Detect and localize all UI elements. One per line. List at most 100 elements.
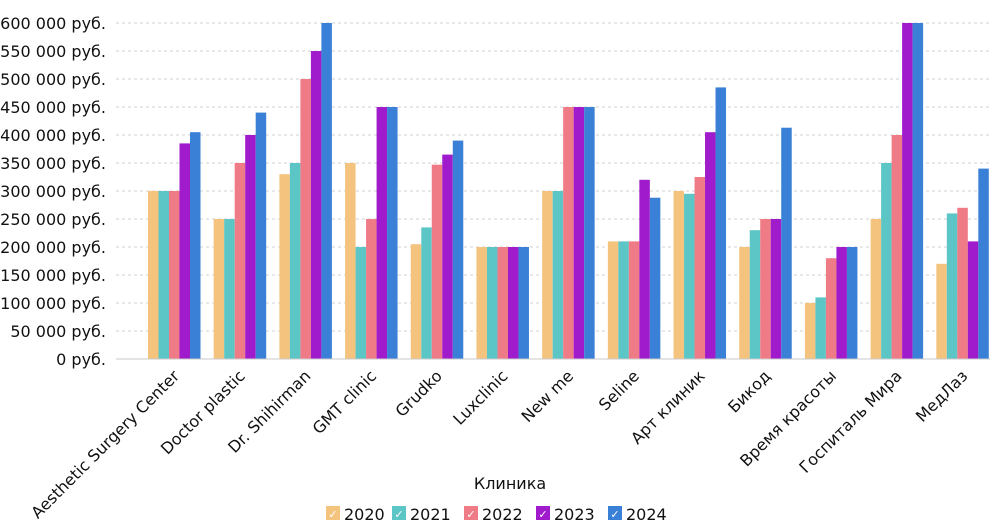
- y-tick-label: 600 000 руб.: [0, 14, 106, 33]
- legend-label: 2023: [554, 505, 595, 524]
- bar: [387, 107, 398, 359]
- legend-item[interactable]: ✓ 2020: [326, 505, 385, 524]
- legend-swatch: [326, 506, 340, 520]
- y-tick-label: 50 000 руб.: [10, 322, 106, 341]
- bar: [148, 191, 159, 359]
- legend-label: 2020: [344, 505, 385, 524]
- y-tick-label: 500 000 руб.: [0, 70, 106, 89]
- bar: [870, 219, 882, 359]
- bar: [442, 154, 453, 359]
- bar: [169, 191, 180, 359]
- legend: ✓ 2020 ✓ 2021 ✓ 2022 ✓ 2023 ✓ 2024: [326, 505, 667, 524]
- y-tick-label: 550 000 руб.: [0, 42, 106, 61]
- x-tick-label: Grudko: [392, 366, 446, 420]
- bar: [628, 241, 640, 359]
- bar: [345, 163, 356, 359]
- bar: [421, 227, 432, 359]
- y-tick-label: 200 000 руб.: [0, 238, 106, 257]
- bar: [618, 241, 629, 359]
- bar: [355, 247, 367, 359]
- y-axis-ticks: 0 руб. 50 000 руб. 100 000 руб. 150 000 руб…: [0, 14, 106, 369]
- bar: [967, 241, 979, 359]
- bar: [300, 79, 311, 359]
- bar: [781, 127, 792, 359]
- bar: [749, 230, 761, 359]
- bar: [486, 247, 498, 359]
- check-icon: ✓: [394, 508, 403, 521]
- check-icon: ✓: [538, 508, 547, 521]
- y-tick-label: 100 000 руб.: [0, 294, 106, 313]
- bar: [321, 23, 332, 359]
- x-tick-label: Seline: [595, 366, 643, 414]
- y-tick-label: 150 000 руб.: [0, 266, 106, 285]
- bar: [912, 23, 924, 359]
- y-tick-label: 300 000 руб.: [0, 182, 106, 201]
- bar: [739, 247, 750, 359]
- bar: [245, 135, 256, 359]
- x-axis-title: Клиника: [474, 474, 546, 493]
- bar: [684, 193, 695, 359]
- bar: [607, 241, 619, 359]
- bar: [224, 219, 235, 359]
- bar: [957, 207, 968, 359]
- bar: [815, 297, 826, 359]
- bar: [673, 191, 685, 359]
- x-tick-label: Luxclinic: [449, 366, 511, 428]
- bar: [770, 219, 782, 359]
- bar: [289, 163, 301, 359]
- y-tick-label: 450 000 руб.: [0, 98, 106, 117]
- bar: [936, 263, 947, 359]
- bar: [649, 197, 661, 359]
- legend-label: 2024: [626, 505, 667, 524]
- legend-item[interactable]: ✓ 2024: [608, 505, 667, 524]
- bar: [179, 143, 190, 359]
- bar: [497, 247, 508, 359]
- bar: [366, 219, 377, 359]
- legend-item[interactable]: ✓ 2022: [464, 505, 523, 524]
- legend-swatch: [608, 506, 622, 520]
- bar: [552, 191, 564, 359]
- bar: [846, 247, 858, 359]
- x-tick-label: GMT clinic: [309, 366, 381, 438]
- bars: [148, 23, 989, 360]
- bar: [584, 107, 595, 359]
- bar: [158, 191, 169, 359]
- check-icon: ✓: [610, 508, 619, 521]
- bar: [573, 107, 585, 359]
- x-tick-label: New me: [518, 366, 578, 426]
- bar: [891, 135, 903, 359]
- bar: [376, 107, 388, 359]
- bar: [836, 247, 847, 359]
- bar: [507, 247, 519, 359]
- bar: [452, 140, 464, 359]
- bar: [804, 303, 816, 359]
- bar: [476, 247, 487, 359]
- bar: [639, 179, 650, 359]
- check-icon: ✓: [466, 508, 475, 521]
- bar: [190, 132, 201, 359]
- legend-item[interactable]: ✓ 2023: [536, 505, 595, 524]
- x-tick-label: МедЛаз: [912, 366, 971, 425]
- y-tick-label: 250 000 руб.: [0, 210, 106, 229]
- bar: [825, 258, 837, 359]
- bar: [255, 112, 267, 359]
- y-tick-label: 0 руб.: [56, 350, 106, 369]
- bar: [715, 87, 727, 360]
- bar: [563, 107, 574, 359]
- bar: [902, 23, 913, 359]
- bar: [946, 213, 958, 359]
- legend-label: 2021: [410, 505, 451, 524]
- legend-swatch: [536, 506, 550, 520]
- legend-label: 2022: [482, 505, 523, 524]
- bar: [881, 163, 892, 359]
- bar: [705, 132, 716, 359]
- bar: [410, 244, 422, 359]
- bar: [518, 247, 529, 359]
- bar: [310, 51, 322, 359]
- legend-item[interactable]: ✓ 2021: [392, 505, 451, 524]
- legend-swatch: [392, 506, 406, 520]
- legend-swatch: [464, 506, 478, 520]
- check-icon: ✓: [328, 508, 337, 521]
